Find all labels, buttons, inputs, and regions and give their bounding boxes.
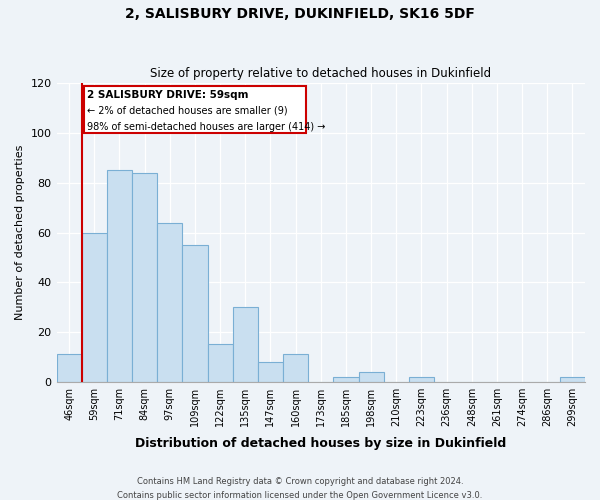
Bar — [560, 376, 585, 382]
Y-axis label: Number of detached properties: Number of detached properties — [15, 145, 25, 320]
Bar — [157, 222, 182, 382]
Bar — [334, 376, 359, 382]
Bar — [409, 376, 434, 382]
Text: Contains HM Land Registry data © Crown copyright and database right 2024.
Contai: Contains HM Land Registry data © Crown c… — [118, 478, 482, 500]
Text: 2 SALISBURY DRIVE: 59sqm: 2 SALISBURY DRIVE: 59sqm — [88, 90, 249, 100]
Bar — [56, 354, 82, 382]
Bar — [107, 170, 132, 382]
Text: 98% of semi-detached houses are larger (414) →: 98% of semi-detached houses are larger (… — [88, 122, 326, 132]
Bar — [233, 307, 258, 382]
FancyBboxPatch shape — [84, 86, 305, 133]
Bar — [182, 245, 208, 382]
Text: 2, SALISBURY DRIVE, DUKINFIELD, SK16 5DF: 2, SALISBURY DRIVE, DUKINFIELD, SK16 5DF — [125, 8, 475, 22]
Bar — [258, 362, 283, 382]
Text: ← 2% of detached houses are smaller (9): ← 2% of detached houses are smaller (9) — [88, 106, 288, 116]
X-axis label: Distribution of detached houses by size in Dukinfield: Distribution of detached houses by size … — [135, 437, 506, 450]
Bar — [208, 344, 233, 382]
Bar — [132, 173, 157, 382]
Bar — [359, 372, 383, 382]
Bar — [283, 354, 308, 382]
Bar — [82, 232, 107, 382]
Title: Size of property relative to detached houses in Dukinfield: Size of property relative to detached ho… — [150, 66, 491, 80]
